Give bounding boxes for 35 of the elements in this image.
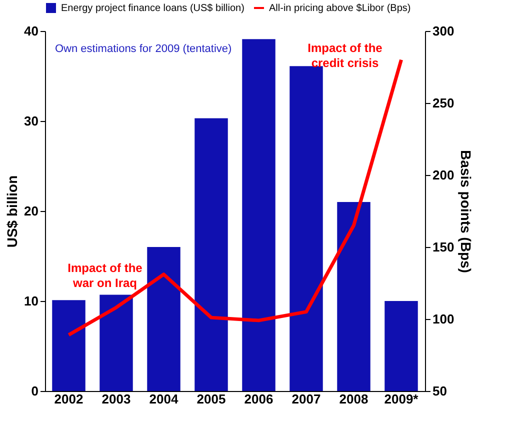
y-tick-label: 40 (24, 24, 38, 38)
y2-tick-label: 250 (432, 96, 454, 110)
annotation: Impact of the credit crisis (308, 41, 383, 70)
bar (384, 301, 418, 391)
bar (147, 247, 180, 391)
x-tick-label: 2009* (384, 392, 420, 406)
x-tick-label: 2008 (339, 392, 368, 406)
x-tick-label: 2006 (244, 392, 274, 406)
bar (242, 39, 276, 391)
y2-axis-title: Basis points (Bps) (458, 150, 474, 273)
y2-tick-label: 50 (432, 384, 447, 398)
line-series (67, 58, 403, 337)
x-tick-label: 2007 (292, 392, 321, 406)
annotation: Own estimations for 2009 (tentative) (55, 43, 232, 55)
y-tick-label: 20 (24, 204, 38, 218)
y-tick-label: 0 (31, 384, 38, 398)
x-tick-label: 2005 (196, 392, 226, 406)
y2-tick-label: 150 (432, 240, 454, 254)
x-tick-label: 2003 (102, 392, 131, 406)
legend-label: All-in pricing above $Libor (Bps) (269, 3, 411, 14)
bar (337, 202, 370, 391)
bar (52, 300, 86, 391)
bar (100, 294, 133, 391)
annotation: Impact of the war on Iraq (68, 261, 143, 290)
x-tick-label: 2004 (149, 392, 179, 406)
bar (290, 66, 323, 391)
y-tick-label: 10 (24, 294, 38, 308)
y-tick-label: 30 (24, 114, 38, 128)
x-tick-label: 2002 (54, 392, 84, 406)
y-axis-title: US$ billion (4, 175, 20, 248)
y2-tick-label: 300 (432, 24, 454, 38)
y2-tick-label: 200 (432, 168, 454, 182)
bar (194, 118, 228, 391)
y2-tick-label: 100 (432, 312, 454, 326)
legend-label: Energy project finance loans (US$ billion) (61, 3, 244, 14)
